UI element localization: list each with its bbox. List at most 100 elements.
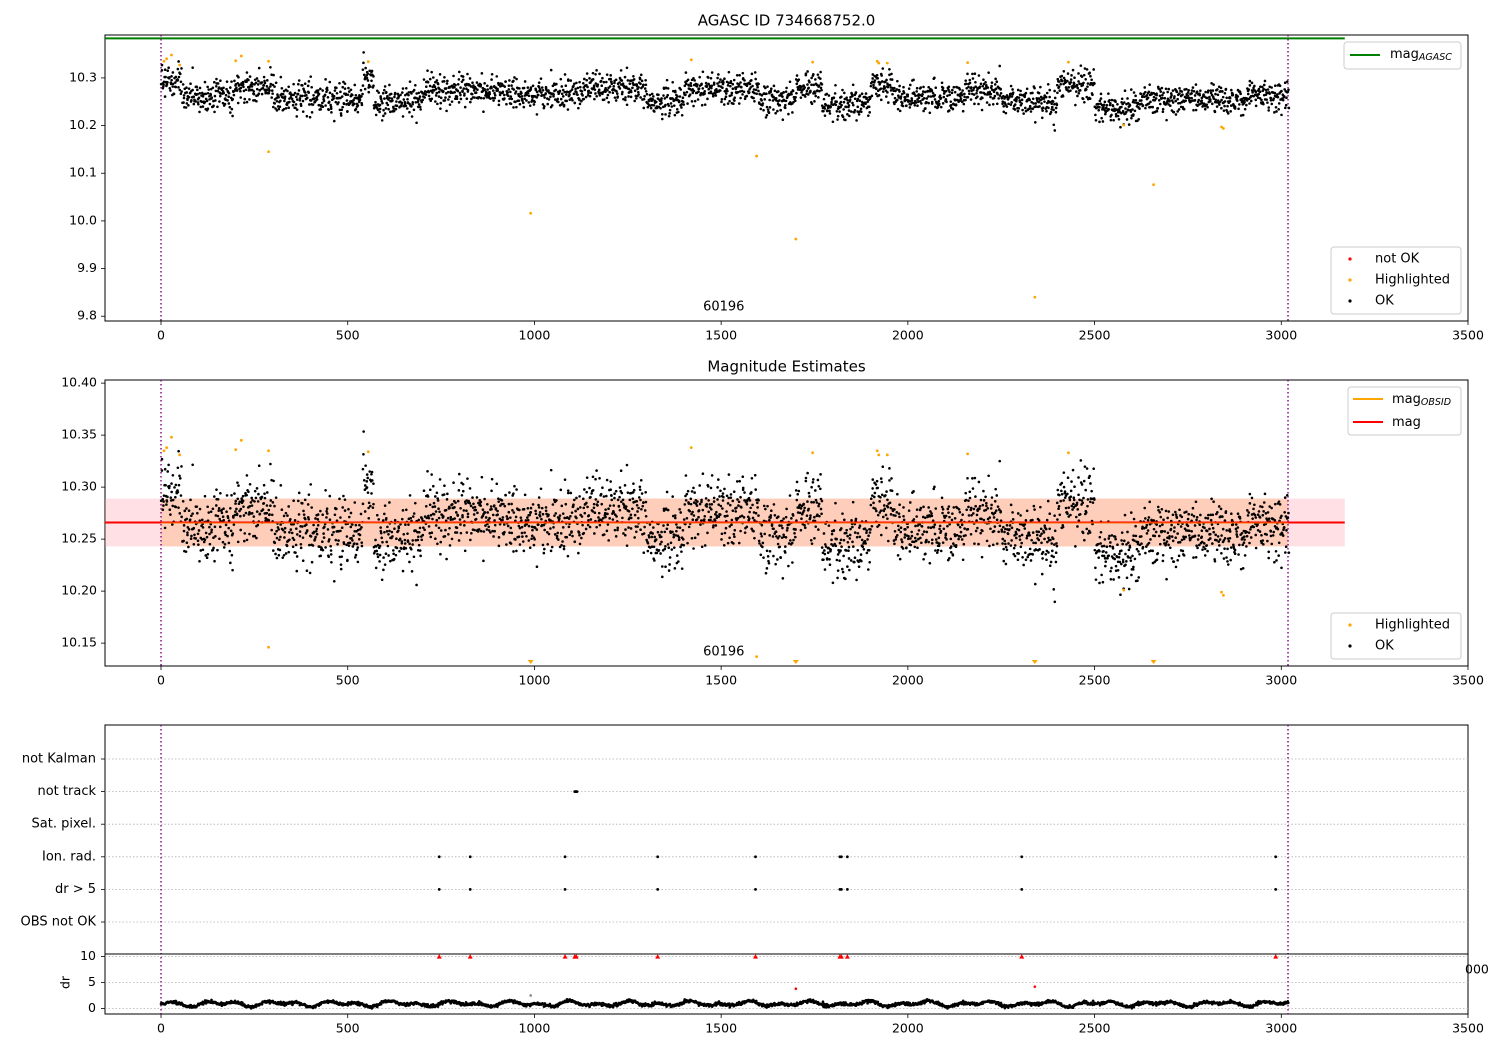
p1-ok-point [1054, 110, 1058, 114]
p1-ok-point [1259, 85, 1262, 89]
p2-ok-point [522, 507, 526, 511]
p2-ok-point [796, 492, 800, 496]
p1-ok-point [732, 102, 735, 106]
p1-ok-point [965, 86, 968, 90]
p1-ok-point [916, 98, 919, 101]
p2-ok-point [226, 534, 229, 538]
p1-ok-point [1286, 90, 1290, 94]
p1-ok-point [849, 110, 853, 113]
p2-ok-point [920, 541, 923, 545]
p1-ok-point [407, 93, 410, 97]
p1-ok-point [907, 87, 911, 90]
p1-ok-point [1090, 78, 1093, 82]
p1-ok-point [922, 109, 925, 113]
p1-ok-point [490, 72, 494, 76]
p1-ok-point [1176, 110, 1179, 113]
p2-ok-point [263, 492, 266, 495]
p1-ok-point [383, 88, 386, 92]
p2-ok-point [832, 529, 836, 532]
p1-ok-point [724, 95, 728, 99]
p2-ok-point [677, 536, 681, 539]
p2-ok-point [662, 524, 665, 527]
p2-ok-point [231, 532, 235, 535]
p2-ok-point [322, 536, 326, 539]
p1-ok-point [568, 93, 571, 97]
p2-ok-point [297, 513, 301, 516]
p1-ok-point [804, 72, 808, 76]
p1-ok-point [701, 87, 705, 90]
p1-ok-point [869, 84, 873, 88]
p2-ok-point [575, 516, 578, 520]
p2-ok-point [451, 502, 454, 506]
p2-ok-point [292, 538, 296, 542]
p1-ok-point [770, 93, 774, 97]
p2-ok-point [165, 500, 169, 503]
p2-ok-point [498, 522, 502, 526]
p2-ok-point [714, 524, 718, 527]
p2-ok-point [865, 529, 868, 532]
p2-ok-point [829, 548, 832, 552]
p1-ok-point [1257, 87, 1261, 91]
p1-ok-point [750, 79, 753, 82]
p2-ok-point [530, 537, 533, 541]
p2-ok-point [666, 523, 670, 527]
p1-ok-point [455, 95, 459, 98]
p2-ok-point [790, 541, 794, 545]
p2-ok-point [342, 494, 345, 498]
p1-ok-point [339, 96, 342, 100]
p1-ok-point [682, 103, 686, 106]
p1-ok-point [1104, 106, 1108, 110]
p1-ok-point [1216, 93, 1220, 97]
p1-ok-point [1110, 98, 1114, 102]
p1-ok-point [227, 91, 231, 95]
p1-ok-point [335, 91, 339, 95]
p1-ok-point [923, 90, 927, 94]
p2-ok-point [844, 549, 848, 552]
p1-ok-point [769, 89, 773, 93]
p2-ok-point [808, 516, 812, 520]
p1-ok-point [227, 95, 231, 98]
p1-ok-point [356, 104, 360, 107]
p1-ok-point [790, 90, 793, 94]
p2-ok-point [356, 560, 360, 564]
p1-ok-point [523, 97, 526, 101]
p2-ok-point [690, 536, 694, 540]
p1-ok-point [962, 102, 966, 106]
p1-ok-point [871, 80, 874, 84]
p1-ok-point [1098, 120, 1101, 124]
p1-ok-point [927, 101, 930, 105]
p2-ok-point [582, 531, 586, 535]
p1-ok-point [940, 81, 944, 85]
p1-ok-point [785, 86, 788, 90]
p2-ok-point [566, 554, 570, 558]
p1-legend-mag-agasc-label-main: mag [1390, 47, 1419, 62]
p1-ok-point [400, 102, 404, 105]
p1-legend-label: OK [1375, 294, 1394, 309]
p1-ok-point [992, 96, 996, 100]
p2-ok-point [561, 526, 565, 529]
p1-ok-point [307, 91, 311, 94]
p1-ok-point [657, 105, 661, 109]
p2-ok-point [290, 531, 294, 535]
p1-ok-point [644, 83, 648, 87]
p2-ok-point [319, 554, 323, 558]
p1-ok-point [364, 66, 367, 70]
p1-ok-point [179, 92, 183, 96]
p1-ok-point [1226, 112, 1230, 115]
p2-ok-point [439, 552, 442, 556]
p2-ok-point [431, 484, 435, 488]
p2-ok-point [909, 543, 913, 547]
p2-ok-point [432, 512, 436, 516]
p1-ok-point [439, 96, 443, 100]
p1-ok-point [395, 100, 398, 103]
p1-ok-point [190, 98, 193, 102]
p1-ok-point [976, 95, 979, 98]
p1-ok-point [339, 90, 342, 94]
p1-ok-point [960, 100, 964, 104]
p1-ok-point [1134, 98, 1138, 102]
p1-ok-point [723, 77, 726, 81]
p1-ok-point [707, 87, 710, 91]
p1-ok-point [901, 104, 905, 108]
